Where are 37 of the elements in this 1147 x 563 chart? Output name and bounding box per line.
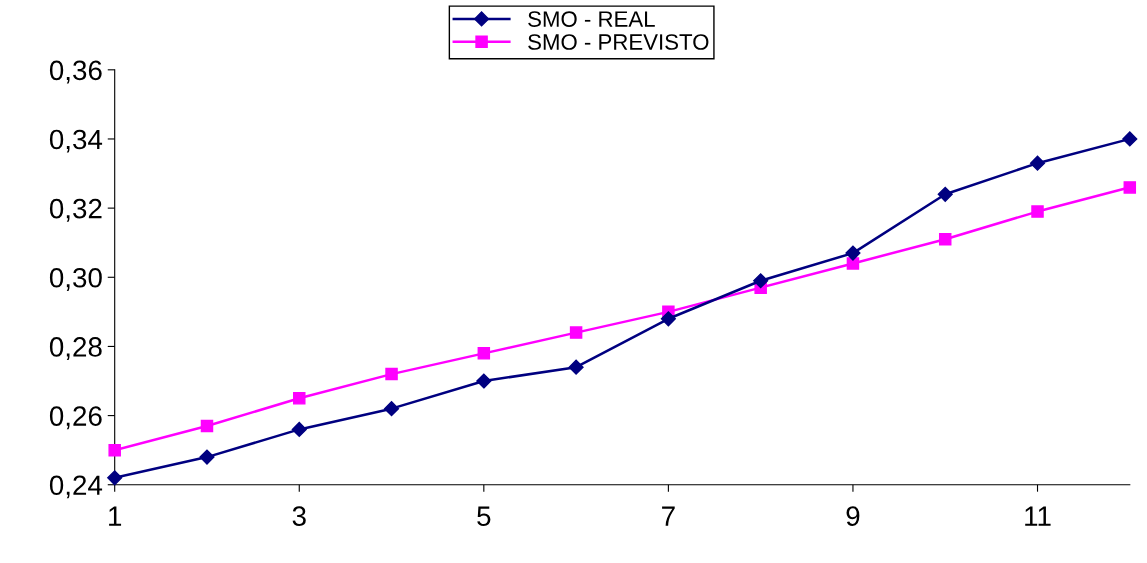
x-tick-label: 7 [662,506,675,526]
y-tick-label: 0,32 [49,198,102,222]
point [753,273,769,289]
point [383,401,400,417]
point [291,421,307,437]
point [108,443,121,457]
point [1123,181,1137,194]
point [107,470,123,486]
point [660,311,676,327]
point [1122,131,1138,147]
point [569,326,583,339]
point [293,392,306,405]
y-tick-label: 0,34 [49,129,103,153]
x-tick-label: 1 [109,506,122,526]
point [199,449,215,465]
x-tick-label: 11 [1025,506,1051,526]
point [846,257,860,270]
point [385,367,398,381]
point [937,186,953,202]
y-tick-label: 0,36 [49,60,102,84]
y-tick-label: 0,26 [49,406,102,430]
x-tick-label: 9 [846,506,860,526]
y-tick-label: 0,30 [49,267,102,291]
x-tick-label: 5 [477,506,491,526]
point [1031,205,1044,218]
point [568,359,584,375]
point [477,347,491,360]
legend-label: SMO - PREVISTO [528,34,709,50]
point [938,232,952,246]
legend-label: SMO - REAL [528,11,655,27]
y-tick-label: 0,28 [49,337,102,361]
point [1029,155,1046,171]
point [200,419,214,433]
point [476,373,492,389]
x-tick-label: 3 [292,506,306,526]
y-tick-label: 0,24 [49,475,103,499]
point [845,245,861,261]
